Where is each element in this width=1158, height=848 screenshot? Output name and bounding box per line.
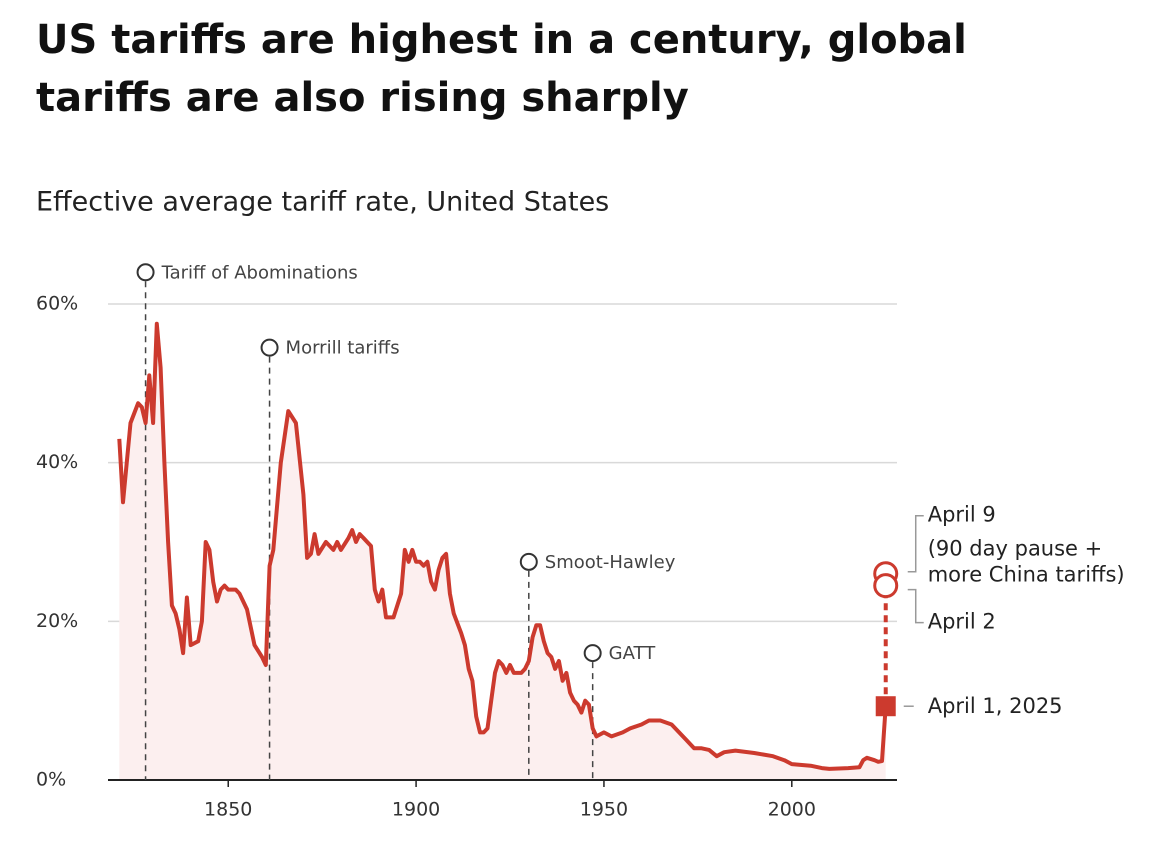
- event-marker: [583, 644, 602, 663]
- y-tick-label: 0%: [36, 769, 66, 791]
- event-label: Tariff of Abominations: [161, 262, 358, 283]
- tariff-line: [117, 321, 888, 771]
- x-tick-label: 1950: [580, 799, 628, 821]
- chart-title: US tariffs are highest in a century, glo…: [36, 17, 967, 63]
- projection-label: April 2: [928, 610, 996, 634]
- area: [119, 323, 886, 780]
- projection-note: (90 day pause +: [928, 537, 1103, 561]
- x-tick-label: 1850: [204, 799, 252, 821]
- projection-marker: [873, 573, 899, 599]
- y-tick-label: 60%: [36, 293, 78, 315]
- x-tick-label: 1900: [392, 799, 440, 821]
- event-marker: [260, 338, 279, 357]
- y-tick-label: 40%: [36, 451, 78, 473]
- bracket: [907, 588, 924, 624]
- chart-title: tariffs are also rising sharply: [36, 75, 689, 121]
- event-label: GATT: [609, 643, 657, 664]
- event-marker: [136, 263, 155, 282]
- y-tick-label: 20%: [36, 610, 78, 632]
- end-marker: [875, 696, 896, 717]
- bracket: [907, 514, 924, 573]
- projection-note: more China tariffs): [928, 563, 1125, 587]
- projection-label: April 9: [928, 503, 996, 527]
- event-marker: [519, 552, 538, 571]
- chart-subtitle: Effective average tariff rate, United St…: [36, 187, 609, 218]
- event-label: Smoot-Hawley: [545, 552, 676, 573]
- x-tick-label: 2000: [768, 799, 816, 821]
- event-label: Morrill tariffs: [286, 338, 400, 359]
- end-label: April 1, 2025: [928, 694, 1063, 718]
